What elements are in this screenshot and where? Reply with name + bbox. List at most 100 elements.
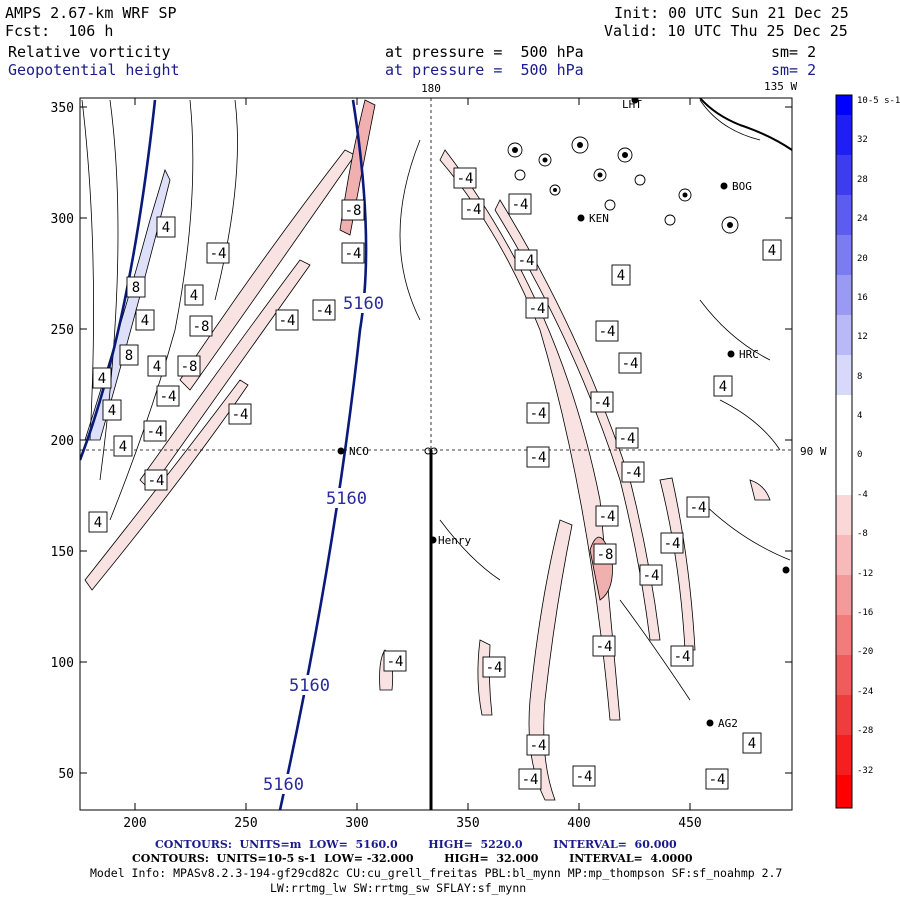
contour-label-neg4: -4 — [594, 395, 611, 411]
contour-label-pos4: 4 — [617, 268, 625, 284]
colorbar-tick-label: 20 — [857, 254, 868, 264]
vorticity-cluster-contours — [507, 136, 739, 234]
negative-vorticity-band — [139, 259, 311, 491]
contour-label-neg4: -4 — [316, 303, 333, 319]
contour-label-pos4: 4 — [94, 515, 102, 531]
contour-label-neg4: -4 — [522, 772, 539, 788]
height-label: 5160 — [343, 294, 384, 314]
init-time: Init: 00 UTC Sun 21 Dec 25 — [614, 4, 849, 22]
y-tick-label: 100 — [51, 656, 74, 671]
contour-label-neg4: -4 — [625, 465, 642, 481]
x-tick-label: 350 — [456, 816, 479, 831]
y-tick-label: 250 — [51, 323, 74, 338]
y-axis-labels: 50 100 150 200 250 300 350 — [51, 101, 74, 782]
contour-label-neg4: -4 — [576, 769, 593, 785]
contour-label-neg8: -8 — [597, 547, 614, 563]
x-tick-label: 300 — [345, 816, 368, 831]
height-label: 5160 — [289, 676, 330, 696]
contour-label-neg4: -4 — [690, 500, 707, 516]
contour-label-neg4: -4 — [530, 406, 547, 422]
contour-label-neg4: -4 — [664, 536, 681, 552]
contour-label-pos8: 8 — [132, 280, 140, 296]
negative-vorticity-band — [179, 149, 356, 391]
negative-vorticity-band — [477, 639, 493, 716]
model-info: Model Info: MPASv8.2.3-194-gf29cd82c CU:… — [90, 866, 783, 880]
contour-label-neg4: -4 — [232, 407, 249, 423]
contour-label-neg4: -4 — [518, 253, 535, 269]
colorbar: 10-5 s-1 — [835, 94, 900, 809]
contour-label-neg4: -4 — [596, 639, 613, 655]
station-label: LHT — [622, 98, 642, 111]
station-label: BOG — [732, 180, 752, 193]
colorbar-labels: 32 28 24 20 16 12 8 4 0 -4 -8 -12 -16 -2… — [857, 135, 873, 776]
colorbar-tick-label: 16 — [857, 293, 868, 303]
contour-label-neg4: -4 — [387, 654, 404, 670]
colorbar-tick-label: 24 — [857, 214, 868, 224]
contour-labels: -8 -4 -4 -4 -4 -8 -8 -4 -4 -4 -4 4 4 — [88, 167, 782, 790]
colorbar-tick-label: 32 — [857, 135, 868, 145]
contour-label-neg4: -4 — [619, 431, 636, 447]
stations: LHT KEN BOG HRC NCO Henry AG2 — [337, 98, 790, 730]
valid-time: Valid: 10 UTC Thu 25 Dec 25 — [604, 22, 848, 40]
station-label: KEN — [589, 212, 609, 225]
colorbar-tick-label: -32 — [857, 766, 873, 776]
model-info-radiation: LW:rrtmg_lw SW:rrtmg_sw SFLAY:sf_mynn — [270, 881, 527, 895]
vorticity-cluster-cores — [512, 142, 733, 228]
contour-field: -8 -4 -4 -4 -4 -8 -8 -4 -4 -4 -4 4 4 — [80, 98, 792, 810]
contour-label-pos4: 4 — [768, 243, 776, 259]
longitude-label-135w: 135 W — [764, 80, 797, 93]
height-label: 5160 — [263, 775, 304, 795]
contour-label-neg4: -4 — [530, 450, 547, 466]
x-axis-labels: 200 250 300 350 400 450 — [123, 816, 701, 831]
colorbar-tick-label: -20 — [857, 647, 873, 657]
colorbar-tick-label: -4 — [857, 490, 868, 500]
contour-label-neg4: -4 — [674, 649, 691, 665]
negative-vorticity-band — [528, 519, 573, 801]
colorbar-tick-label: -16 — [857, 608, 873, 618]
contour-label-neg4: -4 — [643, 568, 660, 584]
colorbar-tick-label: -12 — [857, 569, 873, 579]
contour-label-neg8: -8 — [193, 319, 210, 335]
contour-label-neg4: -4 — [709, 772, 726, 788]
colorbar-tick-label: 28 — [857, 175, 868, 185]
field1-name: Relative vorticity — [8, 43, 171, 61]
contour-label-pos4: 4 — [98, 371, 106, 387]
height-label: 5160 — [326, 489, 367, 509]
field1-level: at pressure = 500 hPa — [385, 43, 584, 61]
y-tick-label: 350 — [51, 101, 74, 116]
station-label: Henry — [438, 534, 471, 547]
contour-label-pos4: 4 — [748, 736, 756, 752]
contour-label-neg4: -4 — [148, 473, 165, 489]
station-label: NCO — [349, 445, 369, 458]
contour-label-neg4: -4 — [147, 424, 164, 440]
contour-label-pos4: 4 — [141, 313, 149, 329]
contour-label-neg8: -8 — [181, 359, 198, 375]
negative-vorticity-band — [494, 199, 661, 641]
longitude-label-90w: 90 W — [800, 445, 827, 458]
y-tick-label: 200 — [51, 434, 74, 449]
x-tick-label: 450 — [678, 816, 701, 831]
contour-label-pos8: 8 — [125, 348, 133, 364]
colorbar-tick-label: 4 — [857, 411, 862, 421]
contour-label-pos4: 4 — [190, 288, 198, 304]
contour-label-neg4: -4 — [465, 202, 482, 218]
axis-ticks — [80, 98, 792, 810]
x-tick-label: 400 — [567, 816, 590, 831]
negative-vorticity-band — [749, 479, 771, 501]
contour-label-neg4: -4 — [345, 246, 362, 262]
contour-label-pos4: 4 — [153, 359, 161, 375]
negative-vorticity-band — [439, 149, 621, 721]
field1-smoothing: sm= 2 — [771, 43, 817, 61]
colorbar-tick-label: 0 — [857, 450, 862, 460]
colorbar-tick-label: -24 — [857, 687, 873, 697]
contour-label-pos4: 4 — [719, 379, 727, 395]
contour-label-neg4: -4 — [599, 509, 616, 525]
contour-label-pos4: 4 — [108, 403, 116, 419]
x-tick-label: 200 — [123, 816, 146, 831]
contour-label-neg8: -8 — [345, 203, 362, 219]
contour-label-neg4: -4 — [210, 246, 227, 262]
y-tick-label: 50 — [58, 767, 74, 782]
colorbar-tick-label: 12 — [857, 332, 868, 342]
contour-label-neg4: -4 — [622, 356, 639, 372]
